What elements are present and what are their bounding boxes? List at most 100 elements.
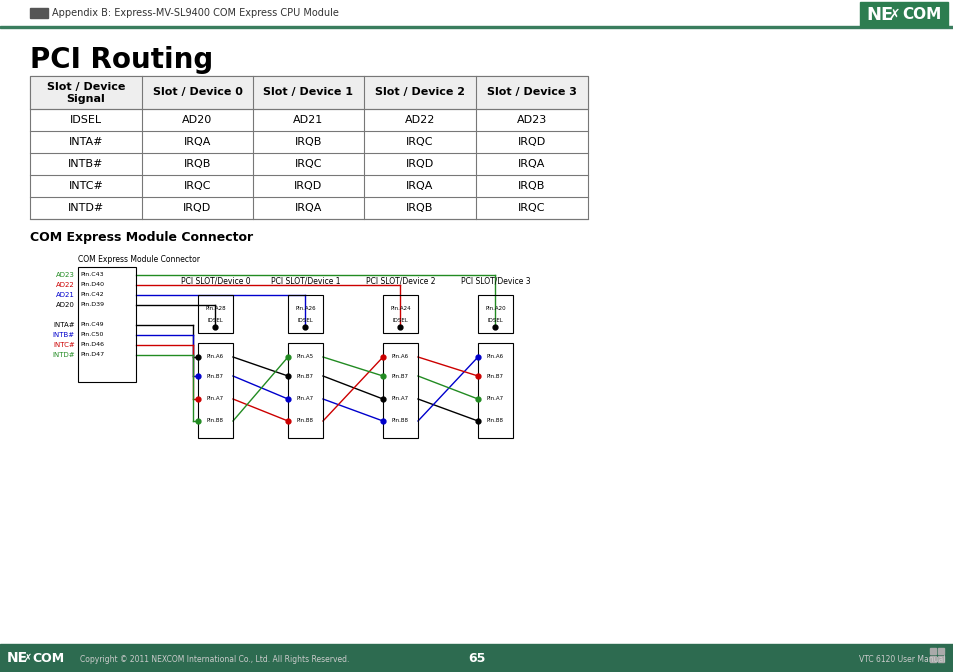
Text: COM: COM [902, 7, 941, 22]
Bar [859, 2, 947, 27]
Text: Signal: Signal [67, 94, 105, 104]
Text: Pin.A26: Pin.A26 [294, 306, 315, 312]
Text: IRQD: IRQD [517, 137, 545, 147]
Text: Pin.A6: Pin.A6 [392, 355, 409, 360]
Text: Slot / Device 0: Slot / Device 0 [152, 87, 242, 97]
Text: Pin.A6: Pin.A6 [486, 355, 503, 360]
Bar [477, 295, 513, 333]
Text: Pin.C49: Pin.C49 [80, 323, 104, 327]
Text: Pin.B8: Pin.B8 [207, 419, 224, 423]
Bar [929, 656, 935, 662]
Text: Slot / Device: Slot / Device [47, 82, 125, 92]
Bar [477, 343, 513, 438]
Text: PCI Routing: PCI Routing [30, 46, 213, 74]
Text: VTC 6120 User Manual: VTC 6120 User Manual [859, 655, 945, 664]
Text: AD20: AD20 [56, 302, 75, 308]
Text: Pin.A20: Pin.A20 [485, 306, 505, 312]
Text: IRQC: IRQC [406, 137, 434, 147]
Text: Pin.A7: Pin.A7 [207, 396, 224, 401]
Text: INTA#: INTA# [53, 322, 75, 328]
Text: Pin.A7: Pin.A7 [296, 396, 314, 401]
Text: INTB#: INTB# [52, 332, 75, 338]
Text: Pin.D40: Pin.D40 [80, 282, 104, 288]
Text: IRQA: IRQA [184, 137, 211, 147]
Text: INTA#: INTA# [69, 137, 103, 147]
Text: IRQB: IRQB [517, 181, 545, 191]
Text: 65: 65 [468, 651, 485, 665]
Text: Pin.D39: Pin.D39 [80, 302, 104, 308]
Text: Pin.B8: Pin.B8 [486, 419, 503, 423]
Text: Pin.A7: Pin.A7 [486, 396, 503, 401]
Text: IRQB: IRQB [294, 137, 322, 147]
Bar [0, 644, 953, 672]
Text: PCI SLOT/Device 1: PCI SLOT/Device 1 [271, 276, 340, 285]
Bar [0, 26, 953, 28]
Text: Pin.A5: Pin.A5 [296, 355, 314, 360]
Text: Pin.A24: Pin.A24 [390, 306, 411, 312]
Bar [78, 267, 136, 382]
Text: IRQC: IRQC [517, 203, 545, 213]
Text: IRQB: IRQB [406, 203, 434, 213]
Bar [30, 76, 587, 219]
Text: IDSEL: IDSEL [487, 319, 503, 323]
Bar [382, 343, 417, 438]
Text: IRQC: IRQC [184, 181, 211, 191]
Text: Pin.C42: Pin.C42 [80, 292, 104, 298]
Bar [30, 8, 48, 18]
Bar [382, 295, 417, 333]
Bar [937, 656, 943, 662]
Text: IRQA: IRQA [294, 203, 322, 213]
Text: Slot / Device 2: Slot / Device 2 [375, 87, 464, 97]
Text: AD23: AD23 [517, 115, 547, 125]
Text: AD21: AD21 [294, 115, 323, 125]
Text: ✗: ✗ [887, 7, 899, 22]
Text: Pin.B7: Pin.B7 [486, 374, 503, 378]
Text: AD22: AD22 [56, 282, 75, 288]
Text: IRQB: IRQB [184, 159, 211, 169]
Text: COM: COM [31, 651, 64, 665]
Text: Pin.A7: Pin.A7 [392, 396, 409, 401]
Text: IRQD: IRQD [405, 159, 434, 169]
Text: PCI SLOT/Device 0: PCI SLOT/Device 0 [180, 276, 250, 285]
Text: AD22: AD22 [404, 115, 435, 125]
Bar [288, 295, 323, 333]
Text: Appendix B: Express-MV-SL9400 COM Express CPU Module: Appendix B: Express-MV-SL9400 COM Expres… [52, 8, 338, 18]
Text: IDSEL: IDSEL [208, 319, 223, 323]
Text: INTC#: INTC# [53, 342, 75, 348]
Text: IRQA: IRQA [517, 159, 545, 169]
Text: Pin.A28: Pin.A28 [205, 306, 226, 312]
Text: NE: NE [7, 651, 28, 665]
Text: INTD#: INTD# [68, 203, 104, 213]
Text: Pin.B7: Pin.B7 [296, 374, 314, 378]
Text: IRQC: IRQC [294, 159, 322, 169]
Text: Pin.B7: Pin.B7 [207, 374, 224, 378]
Text: Pin.B8: Pin.B8 [296, 419, 314, 423]
Text: COM Express Module Connector: COM Express Module Connector [78, 255, 200, 264]
Text: INTD#: INTD# [52, 352, 75, 358]
Text: Pin.A6: Pin.A6 [207, 355, 224, 360]
Bar [0, 0, 953, 24]
Text: AD23: AD23 [56, 272, 75, 278]
Text: IRQD: IRQD [294, 181, 322, 191]
Text: PCI SLOT/Device 3: PCI SLOT/Device 3 [460, 276, 530, 285]
Text: Pin.B8: Pin.B8 [392, 419, 409, 423]
Text: Pin.D47: Pin.D47 [80, 353, 104, 358]
Text: Pin.D46: Pin.D46 [80, 343, 104, 347]
Bar [30, 76, 587, 109]
Text: COM Express Module Connector: COM Express Module Connector [30, 231, 253, 244]
Text: INTC#: INTC# [69, 181, 103, 191]
Bar [8, 648, 76, 668]
Text: Slot / Device 1: Slot / Device 1 [263, 87, 354, 97]
Bar [198, 343, 233, 438]
Text: PCI SLOT/Device 2: PCI SLOT/Device 2 [365, 276, 435, 285]
Bar [937, 648, 943, 654]
Text: ✗: ✗ [24, 653, 32, 663]
Text: AD20: AD20 [182, 115, 213, 125]
Text: Pin.B7: Pin.B7 [392, 374, 409, 378]
Text: INTB#: INTB# [69, 159, 104, 169]
Text: IDSEL: IDSEL [393, 319, 408, 323]
Text: Pin.C43: Pin.C43 [80, 273, 104, 278]
Text: NE: NE [865, 5, 893, 24]
Text: IDSEL: IDSEL [297, 319, 313, 323]
Bar [198, 295, 233, 333]
